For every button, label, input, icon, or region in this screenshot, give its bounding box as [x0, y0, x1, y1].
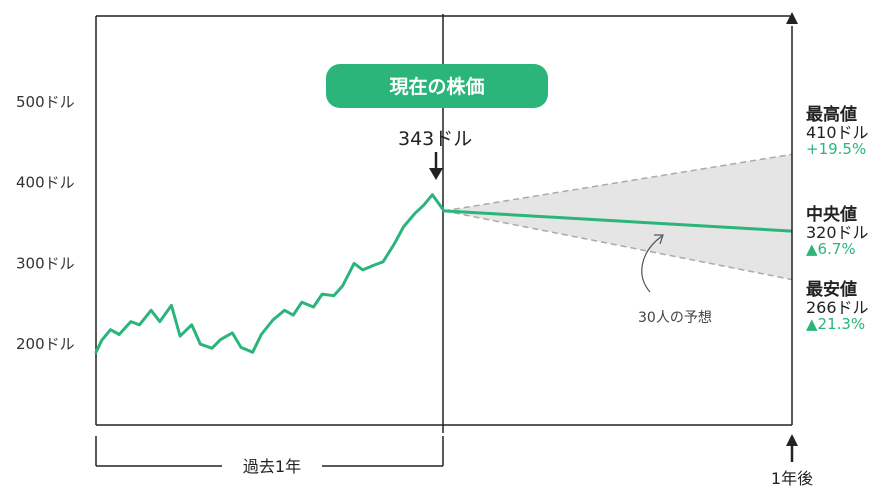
note-pointer-head [654, 234, 664, 245]
forecast-low-value: 266ドル [806, 298, 869, 317]
forecast-note: 30人の予想 [638, 310, 712, 326]
forecast-high-line [443, 153, 793, 212]
y-tick-label: 300ドル [16, 254, 75, 272]
y-tick-label: 500ドル [16, 93, 75, 111]
forecast-median-title: 中央値 [806, 204, 857, 225]
forecast-low-title: 最安値 [806, 279, 857, 300]
arrow-up-icon [786, 434, 798, 446]
forecast-high-value: 410ドル [806, 123, 869, 142]
forecast-median-value: 320ドル [806, 223, 869, 242]
forecast-band [444, 154, 792, 280]
forecast-high-title: 最高値 [806, 104, 857, 125]
forecast-low-change: ▲21.3% [806, 315, 865, 333]
arrow-down-icon [429, 168, 443, 180]
future-label: 1年後 [771, 469, 813, 488]
forecast-median-change: ▲6.7% [806, 240, 856, 258]
note-pointer [641, 235, 663, 293]
forecast-high-change: +19.5% [806, 140, 866, 158]
forecast-median-line [443, 209, 793, 233]
y-tick-label: 200ドル [16, 335, 75, 353]
current-price-pill-label: 現在の株価 [389, 75, 484, 98]
price-line [94, 193, 446, 354]
y-tick-label: 400ドル [16, 174, 75, 192]
current-price-value: 343ドル [398, 128, 472, 150]
current-price-pill [326, 64, 548, 108]
forecast-low-line [443, 210, 793, 281]
past-year-label: 過去1年 [243, 457, 301, 476]
arrow-up-icon [786, 12, 798, 24]
